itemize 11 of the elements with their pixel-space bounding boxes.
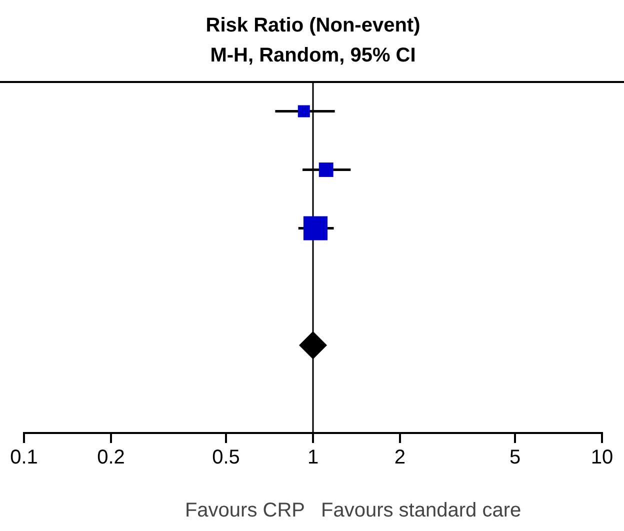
text: Favours CRP bbox=[184, 500, 305, 522]
chart-title: Risk Ratio (Non-event) bbox=[206, 14, 420, 37]
x-tick-label: 0.1 bbox=[10, 446, 38, 469]
x-tick-label: 2 bbox=[394, 446, 406, 469]
x-tick-label: 0.5 bbox=[212, 446, 240, 469]
x-tick-label: 1 bbox=[307, 446, 319, 469]
text: Favours standard care bbox=[321, 500, 522, 522]
x-tick-label: 5 bbox=[509, 446, 521, 469]
chart-subtitle: M-H, Random, 95% CI bbox=[210, 44, 416, 67]
x-tick-label: 0.2 bbox=[97, 446, 125, 469]
x-tick-label: 10 bbox=[590, 446, 614, 469]
